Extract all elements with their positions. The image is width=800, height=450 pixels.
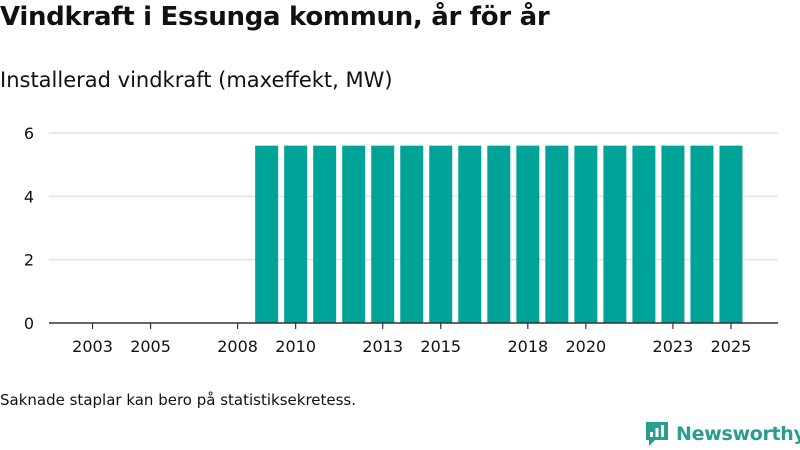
bar-2011 — [313, 145, 337, 323]
bar-chart: 0 2 4 6 2003 2005 2008 2010 2013 2015 2018 2020 2023… — [24, 124, 778, 356]
bar-2021 — [603, 145, 627, 323]
x-tick-label: 2010 — [275, 337, 316, 356]
y-tick-label: 2 — [24, 251, 34, 270]
y-tick-label: 6 — [24, 124, 34, 143]
x-tick-label: 2018 — [507, 337, 548, 356]
bar-2016 — [458, 145, 482, 323]
x-tick-label: 2013 — [362, 337, 403, 356]
bar-2017 — [487, 145, 511, 323]
bar-2020 — [574, 145, 598, 323]
bar-2014 — [400, 145, 424, 323]
chart-title: Vindkraft i Essunga kommun, år för år — [0, 2, 550, 32]
newsworthy-logo-icon — [646, 422, 668, 446]
x-tick-label: 2023 — [653, 337, 694, 356]
bar-2025 — [719, 145, 743, 323]
bar-2013 — [371, 145, 395, 323]
x-tick-label: 2005 — [130, 337, 171, 356]
bar-2023 — [661, 145, 685, 323]
x-tick-label: 2020 — [566, 337, 607, 356]
bar-2024 — [690, 145, 714, 323]
x-tick-label: 2015 — [420, 337, 461, 356]
footnote: Saknade staplar kan bero på statistiksek… — [0, 391, 357, 409]
x-tick-label: 2025 — [711, 337, 752, 356]
brand-name: Newsworthy — [676, 423, 800, 445]
bar-2012 — [342, 145, 366, 323]
bar-2009 — [255, 145, 279, 323]
y-tick-label: 0 — [24, 314, 34, 333]
x-tick-label: 2003 — [72, 337, 113, 356]
bar-2010 — [284, 145, 308, 323]
y-tick-label: 4 — [24, 187, 34, 206]
bar-2019 — [545, 145, 569, 323]
bar-2022 — [632, 145, 656, 323]
x-tick-label: 2008 — [217, 337, 258, 356]
bar-2015 — [429, 145, 453, 323]
chart-subtitle: Installerad vindkraft (maxeffekt, MW) — [0, 68, 393, 92]
bar-2018 — [516, 145, 540, 323]
brand-logo[interactable]: Newsworthy — [644, 420, 800, 448]
